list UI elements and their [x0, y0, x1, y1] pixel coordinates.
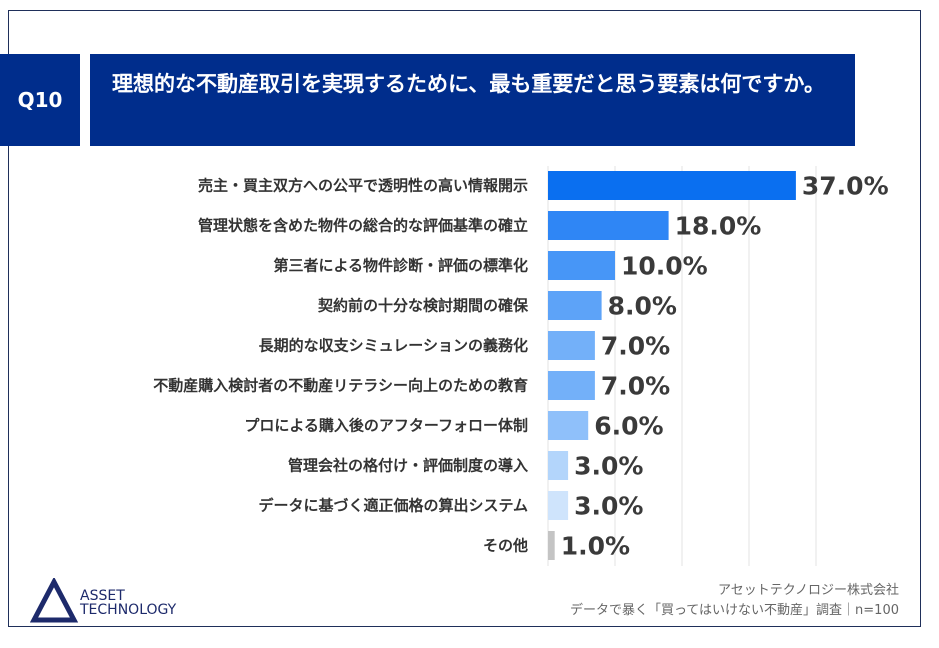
value-label: 18.0%: [675, 212, 762, 241]
bar: [548, 451, 569, 480]
bar: [548, 531, 555, 560]
category-label: 不動産購入検討者の不動産リテラシー向上のための教育: [153, 377, 528, 395]
bar: [548, 411, 589, 440]
value-label: 6.0%: [594, 412, 663, 441]
bar: [548, 291, 602, 320]
category-label: 長期的な収支シミュレーションの義務化: [259, 337, 528, 355]
bar: [548, 211, 669, 240]
survey-source: データで暴く「買ってはいけない不動産」調査｜n=100: [569, 603, 899, 618]
category-label: プロによる購入後のアフターフォロー体制: [244, 417, 528, 435]
value-label: 7.0%: [601, 372, 670, 401]
footer-source: アセットテクノロジー株式会社 データで暴く「買ってはいけない不動産」調査｜n=1…: [570, 581, 899, 621]
category-label: 管理会社の格付け・評価制度の導入: [288, 457, 528, 475]
asset-technology-logo: ASSET TECHNOLOGY: [30, 578, 177, 623]
value-label: 1.0%: [561, 532, 630, 561]
value-label: 3.0%: [574, 492, 643, 521]
logo-text-2: TECHNOLOGY: [79, 602, 177, 618]
company-name: アセットテクノロジー株式会社: [718, 583, 899, 598]
bar: [548, 371, 595, 400]
category-label: その他: [483, 537, 528, 555]
category-label: 売主・買主双方への公平で透明性の高い情報開示: [198, 177, 528, 195]
category-label: 契約前の十分な検討期間の確保: [317, 297, 529, 315]
value-label: 10.0%: [621, 252, 708, 281]
category-label: 第三者による物件診断・評価の標準化: [273, 257, 528, 275]
triangle-logo-icon: [30, 578, 79, 623]
bar: [548, 491, 569, 520]
value-label: 37.0%: [802, 172, 889, 201]
value-label: 8.0%: [608, 292, 677, 321]
question-title: 理想的な不動産取引を実現するために、最も重要だと思う要素は何ですか。: [90, 54, 855, 146]
category-label: 管理状態を含めた物件の総合的な評価基準の確立: [198, 217, 528, 235]
question-number: Q10: [0, 54, 80, 146]
bar: [548, 171, 796, 200]
value-label: 3.0%: [574, 452, 643, 481]
bar: [548, 331, 595, 360]
value-label: 7.0%: [601, 332, 670, 361]
bar: [548, 251, 615, 280]
category-label: データに基づく適正価格の算出システム: [258, 497, 528, 515]
logo-text-1: ASSET: [80, 588, 125, 604]
frame: [8, 10, 921, 627]
